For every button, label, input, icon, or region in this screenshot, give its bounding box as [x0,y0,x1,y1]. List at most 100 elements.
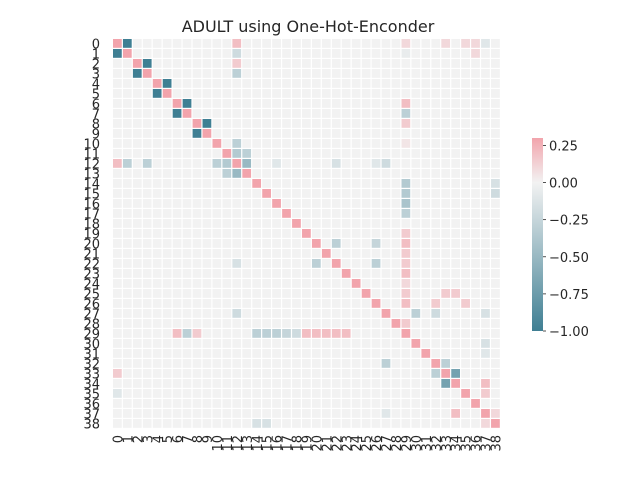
heatmap-cell [321,309,331,318]
heatmap-cell [282,49,291,58]
heatmap-cell [282,219,291,228]
heatmap-cell [421,149,431,158]
heatmap-cell [192,219,202,228]
heatmap-cell [113,299,122,308]
heatmap-cell [391,39,401,48]
heatmap-cell [272,249,281,258]
heatmap-cell [491,109,500,118]
heatmap-cell [162,329,172,338]
heatmap-cell [292,259,301,268]
row-tick-label: 24 [83,278,100,293]
heatmap-cell [411,269,421,278]
heatmap-cell [411,179,421,188]
heatmap-cell [222,219,232,228]
heatmap-cell [182,359,192,368]
heatmap-cell [162,229,172,238]
heatmap-cell [441,339,451,348]
heatmap-cell [311,189,321,198]
heatmap-cell [351,389,361,398]
heatmap-cell [431,49,441,58]
heatmap-cell [311,79,321,88]
heatmap-cell [441,109,451,118]
heatmap-cell [113,339,122,348]
heatmap-cell [431,149,441,158]
heatmap-cell [471,259,480,268]
heatmap-cell [461,189,470,198]
heatmap-cell [162,139,172,148]
heatmap-cell [192,349,202,358]
heatmap-cell [113,269,122,278]
heatmap-cell [361,369,371,378]
heatmap-cell [421,339,431,348]
heatmap-cell [351,319,361,328]
heatmap-cell [252,169,262,178]
heatmap-cell [272,309,281,318]
heatmap-cell [262,399,271,408]
heatmap-cells [113,39,500,428]
heatmap-cell [451,389,461,398]
heatmap-cell [471,359,480,368]
heatmap-cell [471,309,480,318]
row-tick-label: 5 [92,88,100,103]
heatmap-cell [292,59,301,68]
heatmap-cell [391,239,401,248]
heatmap-cell [113,289,122,298]
heatmap-cell [302,119,311,128]
heatmap-cell [471,69,480,78]
heatmap-cell [361,39,371,48]
heatmap-cell [292,309,301,318]
heatmap-cell [371,169,381,178]
heatmap-cell [162,99,172,108]
heatmap-cell [431,419,441,428]
heatmap-cell [421,39,431,48]
heatmap-cell [411,399,421,408]
heatmap-cell [351,49,361,58]
heatmap-cell [222,419,232,428]
heatmap-cell [391,199,401,208]
heatmap-cell [302,129,311,138]
heatmap-cell [152,89,162,98]
heatmap-cell [451,269,461,278]
heatmap-cell [331,319,341,328]
heatmap-cell [461,219,470,228]
heatmap-cell [242,229,252,238]
heatmap-cell [292,269,301,278]
heatmap-cell [162,389,172,398]
heatmap-cell [321,59,331,68]
heatmap-cell [361,149,371,158]
heatmap-cell [272,79,281,88]
heatmap-cell [431,169,441,178]
heatmap-cell [361,89,371,98]
heatmap-cell [252,309,262,318]
heatmap-cell [292,199,301,208]
heatmap-cell [361,169,371,178]
heatmap-cell [212,389,222,398]
heatmap-cell [122,259,132,268]
heatmap-cell [182,329,192,338]
heatmap-cell [311,249,321,258]
heatmap-cell [341,359,351,368]
heatmap-cell [351,79,361,88]
heatmap-cell [212,99,222,108]
heatmap-cell [172,39,182,48]
column-tick-label: 14 [251,435,266,452]
heatmap-cell [182,309,192,318]
heatmap-cell [491,119,500,128]
heatmap-cell [461,229,470,238]
heatmap-cell [202,109,212,118]
heatmap-cell [232,129,242,138]
heatmap-cell [242,169,252,178]
heatmap-cell [182,169,192,178]
heatmap-cell [292,249,301,258]
heatmap-cell [142,249,152,258]
heatmap-cell [491,399,500,408]
heatmap-cell [431,179,441,188]
heatmap-cell [321,69,331,78]
heatmap-cell [122,49,132,58]
heatmap-cell [212,49,222,58]
heatmap-cell [212,259,222,268]
heatmap-cell [232,239,242,248]
heatmap-cell [421,349,431,358]
colorbar-tick-label: −0.75 [549,288,589,303]
heatmap-cell [331,339,341,348]
